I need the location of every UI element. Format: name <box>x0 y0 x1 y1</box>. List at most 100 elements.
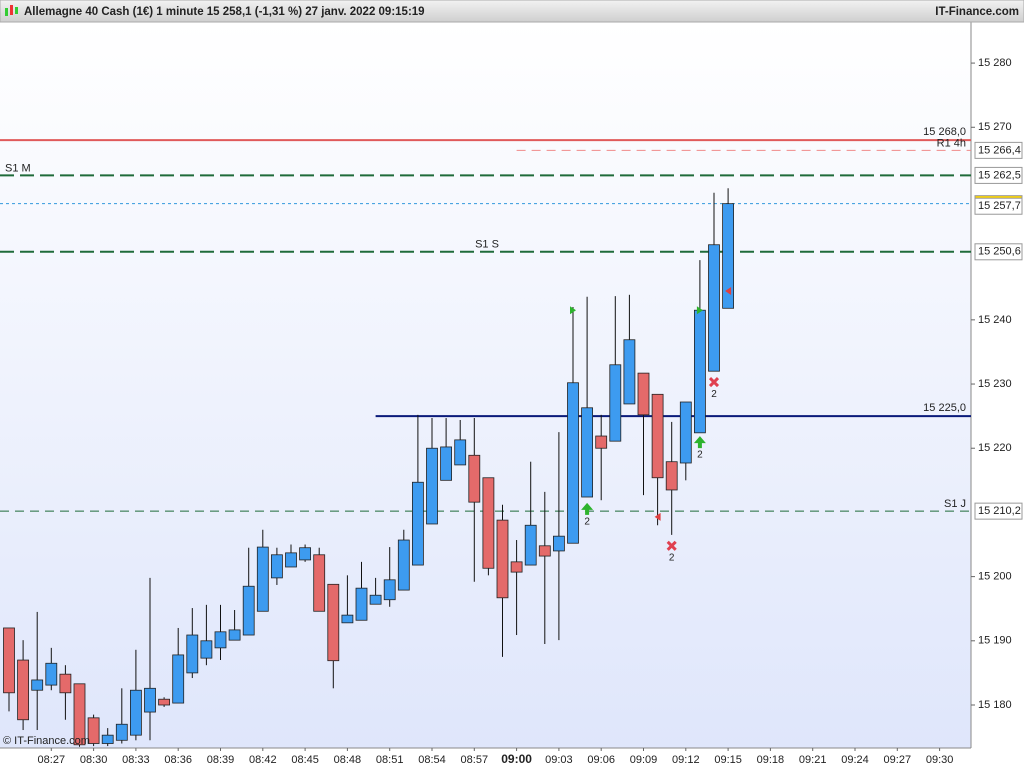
x-tick-label: 09:15 <box>714 754 742 766</box>
candle-body <box>101 734 114 744</box>
x-tick-label: 09:09 <box>630 754 658 766</box>
candle-body <box>383 579 396 601</box>
level-box-rect <box>974 243 1023 261</box>
x-tick-label: 08:33 <box>122 754 150 766</box>
candle-body <box>496 519 509 599</box>
candle-body <box>679 401 692 464</box>
candle-body <box>129 689 142 736</box>
level-name: S1 S <box>475 239 499 251</box>
candle-body <box>270 554 283 579</box>
signal-triangle <box>570 306 576 315</box>
candle-body <box>59 673 72 694</box>
level-box-label: 15 262,5 <box>978 169 1021 181</box>
candle-body <box>397 539 410 591</box>
candle-body <box>45 662 58 686</box>
candle-body <box>73 683 86 746</box>
candle-body <box>581 407 593 498</box>
signal-cross <box>666 540 677 551</box>
signal-arrow <box>581 502 594 515</box>
candle-body <box>327 583 340 662</box>
candle-body <box>144 687 156 713</box>
x-tick-label: 08:36 <box>164 754 192 766</box>
signal-triangle <box>725 286 732 295</box>
level-box-rect <box>974 502 1023 520</box>
candle-body <box>299 547 312 561</box>
signal-arrow <box>693 436 706 449</box>
x-tick-label: 08:45 <box>291 754 319 766</box>
x-tick-label: 09:24 <box>841 754 869 766</box>
candle-body <box>341 614 354 624</box>
level-box: 15 257,7 <box>974 197 1023 215</box>
candle-body <box>651 393 664 479</box>
candle-body <box>468 454 481 503</box>
level-box-rect <box>974 197 1023 215</box>
chart-title: Allemagne 40 Cash (1€) 1 minute 15 258,1… <box>24 6 425 18</box>
candle-body <box>722 203 734 309</box>
y-tick-label: 15 230 <box>978 378 1012 390</box>
candle-body <box>637 372 650 416</box>
plot-background <box>0 22 971 748</box>
candle-body <box>411 481 424 566</box>
x-tick-label: 08:54 <box>418 754 446 766</box>
x-tick-label: 09:06 <box>587 754 615 766</box>
candle-body <box>285 552 297 568</box>
candle-body <box>3 627 15 694</box>
source[interactable]: IT-Finance.com <box>935 6 1019 18</box>
x-tick-label: 09:27 <box>884 754 912 766</box>
candle-body <box>708 244 720 372</box>
candle-body <box>623 339 636 405</box>
candle-body <box>186 634 199 674</box>
signal-label: 2 <box>697 450 703 461</box>
x-tick-label: 09:30 <box>926 754 954 766</box>
candle-body <box>355 587 368 621</box>
x-tick-label: 09:18 <box>757 754 785 766</box>
y-tick-label: 15 190 <box>978 635 1012 647</box>
candle-body <box>538 545 551 557</box>
candle-body <box>17 659 30 721</box>
y-tick-label: 15 280 <box>978 57 1012 69</box>
level-box-label: 15 250,6 <box>978 246 1021 258</box>
candle-body <box>31 679 44 691</box>
y-tick-label: 15 220 <box>978 442 1012 454</box>
x-tick-label: 09:03 <box>545 754 573 766</box>
level-box-label: 15 257,7 <box>978 200 1021 212</box>
candle-body <box>440 446 453 481</box>
signal-cross <box>708 377 720 388</box>
candle-body <box>454 439 467 466</box>
candle-body <box>115 723 128 741</box>
candle-body <box>553 535 565 552</box>
x-tick-label: 08:30 <box>80 754 108 766</box>
y-tick-label: 15 240 <box>978 314 1012 326</box>
candle-body <box>595 435 608 449</box>
copyright: © IT-Finance.com <box>3 735 90 747</box>
candle-body <box>172 654 185 704</box>
level-box-label: 15 266,4 <box>978 144 1021 156</box>
candle-body <box>369 594 382 605</box>
x-tick-label: 08:27 <box>38 754 66 766</box>
candle-body <box>313 554 326 612</box>
level-name: R1 4h <box>937 137 966 149</box>
candle-body <box>214 631 227 649</box>
signal-label: 2 <box>584 516 590 527</box>
x-tick-label: 08:48 <box>334 754 362 766</box>
signal-triangle <box>696 306 703 315</box>
x-tick-label: 08:42 <box>249 754 277 766</box>
level-box: 15 266,4 <box>974 141 1023 159</box>
level-label: 15 225,0 <box>923 402 966 414</box>
level-box: 15 250,6 <box>974 243 1023 261</box>
header <box>0 0 1024 23</box>
x-tick-label: 08:57 <box>461 754 489 766</box>
level-box-rect <box>974 141 1023 159</box>
candle-body <box>694 309 706 434</box>
signal-label: 2 <box>669 552 675 563</box>
candle-body <box>158 698 171 706</box>
signal-label: 2 <box>711 389 717 400</box>
y-tick-label: 15 270 <box>978 121 1012 133</box>
axis-background <box>971 22 1024 768</box>
signal-triangle <box>654 512 661 521</box>
candle-body <box>510 561 523 573</box>
level-name: S1 M <box>5 162 31 174</box>
candle-body <box>200 640 213 659</box>
candle-body <box>87 717 100 744</box>
